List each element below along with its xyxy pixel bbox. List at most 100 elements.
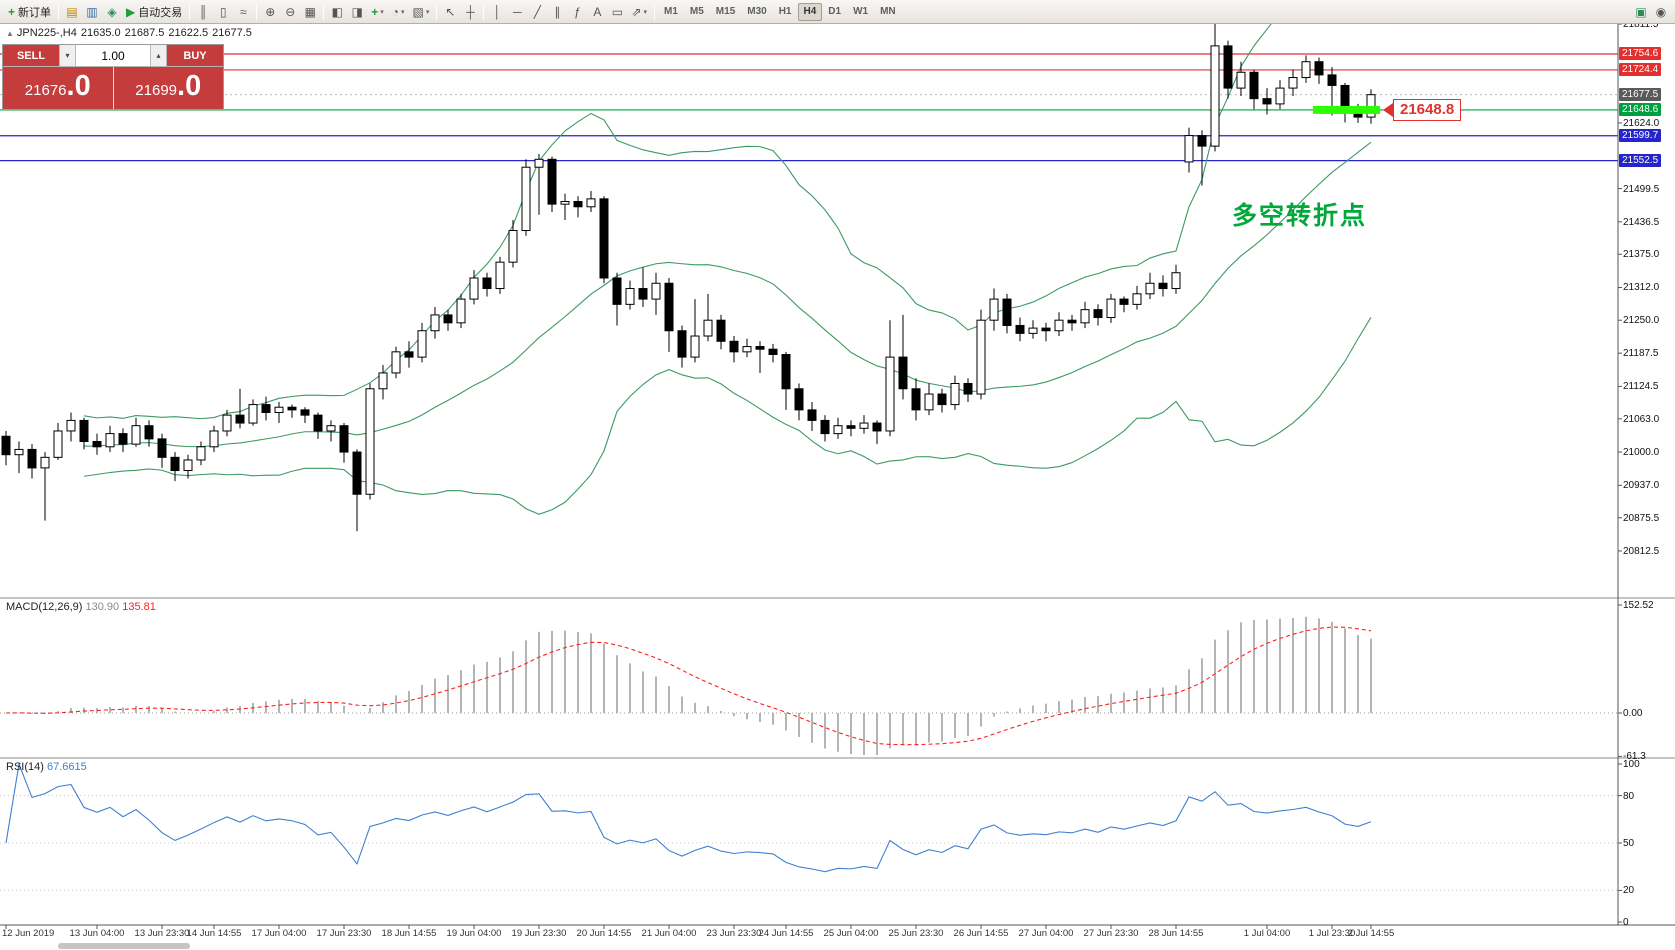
price-callout-annotation[interactable]: 21648.8 <box>1383 98 1462 121</box>
rsi-axis-label: 20 <box>1623 885 1635 897</box>
bar-high: 21687.5 <box>124 27 165 39</box>
indicators-menu-button[interactable]: + ▾ <box>371 4 384 19</box>
chart-expander-icon[interactable]: ▲ <box>6 29 14 38</box>
macd-signal-line <box>5 626 1372 746</box>
macd-histogram <box>18 616 1372 755</box>
macd-name: MACD(12,26,9) <box>6 601 83 613</box>
toolbar-separator <box>189 3 191 20</box>
timeframe-button-m5[interactable]: M5 <box>689 6 704 17</box>
timeframe-button-m30[interactable]: M30 <box>747 6 767 17</box>
macd-main-value: 130.90 <box>85 601 120 613</box>
time-axis-label: 27 Jun 04:00 <box>1018 928 1074 939</box>
price-axis-tick-label: 20937.0 <box>1623 480 1660 492</box>
time-axis-label: 23 Jun 23:30 <box>706 928 762 939</box>
zoom-out-icon[interactable]: ⊖ <box>285 4 296 19</box>
fibonacci-icon[interactable]: ƒ <box>574 4 581 19</box>
time-axis-label: 19 Jun 04:00 <box>446 928 502 939</box>
data-window-icon[interactable]: ▥ <box>86 4 98 19</box>
trendline-icon[interactable]: ╱ <box>533 4 542 19</box>
timeframe-button-d1[interactable]: D1 <box>828 6 842 17</box>
navigator-icon[interactable]: ◈ <box>107 4 117 19</box>
rsi-axis-label: 0 <box>1623 917 1629 928</box>
macd-axis-label: -61.3 <box>1623 751 1646 763</box>
market-watch-icon[interactable]: ▤ <box>66 4 78 19</box>
callout-arrow-icon <box>1383 102 1393 117</box>
buy-price: 21699 <box>135 82 178 99</box>
autotrading-button[interactable]: ▶ 自动交易 <box>126 4 183 19</box>
channel-icon[interactable]: ∥ <box>554 4 561 19</box>
horizontal-line-icon[interactable]: ─ <box>513 4 522 19</box>
one-click-trading-panel: SELL ▾ ▴ BUY 21676.0 21699.0 <box>2 44 224 110</box>
scrollbar-thumb[interactable] <box>58 943 190 949</box>
timeframe-button-h4[interactable]: H4 <box>797 2 823 21</box>
symbol-info-bar: ▲ JPN225-,H4 21635.0 21687.5 21622.5 21677.5 <box>6 27 256 39</box>
time-axis-label: 13 Jun 23:30 <box>134 928 190 939</box>
templates-menu-button[interactable]: ▧ ▾ <box>412 4 430 19</box>
price-axis-tick-label: 21187.5 <box>1623 348 1659 360</box>
timeframe-button-m15[interactable]: M15 <box>715 6 736 17</box>
bollinger-bands <box>83 0 1372 515</box>
time-axis-label: 2 Jul 14:55 <box>1347 928 1395 939</box>
vertical-line-icon[interactable]: │ <box>493 4 502 19</box>
sell-price: 21676 <box>24 82 67 99</box>
time-axis-label: 25 Jun 04:00 <box>823 928 879 939</box>
rsi-axis-label: 80 <box>1623 790 1635 802</box>
macd-signal-value: 135.81 <box>122 601 156 613</box>
turning-point-annotation[interactable]: 多空转折点 <box>1232 202 1368 230</box>
periods-menu-button[interactable]: ◔ ▾ <box>391 4 405 19</box>
label-icon[interactable]: ▭ <box>611 4 624 19</box>
sell-price-button[interactable]: 21676.0 <box>3 67 113 109</box>
volume-decrease-button[interactable]: ▾ <box>59 45 76 66</box>
toolbar-separator <box>323 3 325 20</box>
price-axis-tick-label: 21499.5 <box>1623 183 1660 195</box>
price-axis-tick-label: 21000.0 <box>1623 447 1660 459</box>
tile-windows-icon[interactable]: ◧ <box>331 4 343 19</box>
line-chart-icon[interactable]: ≈ <box>239 4 247 19</box>
crosshair-icon[interactable]: ┼ <box>466 4 475 19</box>
time-axis-label: 21 Jun 04:00 <box>641 928 697 939</box>
price-axis-tick-label: 21811.5 <box>1623 19 1659 30</box>
time-axis-label: 27 Jun 23:30 <box>1083 928 1139 939</box>
price-level-axis-label: 21724.4 <box>1619 62 1662 76</box>
chart-profile-icon[interactable]: ▣ <box>1635 4 1647 19</box>
toolbar-separator <box>483 3 485 20</box>
time-axis-label: 20 Jun 14:55 <box>576 928 632 939</box>
price-axis-tick-label: 21436.5 <box>1623 216 1660 228</box>
price-level-axis-label: 21648.6 <box>1619 102 1662 116</box>
time-axis-label: 24 Jun 14:55 <box>758 928 814 939</box>
toolbar-separator <box>436 3 438 20</box>
callout-price-label: 21648.8 <box>1393 98 1462 121</box>
timeframe-button-m1[interactable]: M1 <box>663 6 678 17</box>
sell-button[interactable]: SELL <box>3 45 59 66</box>
text-icon[interactable]: A <box>593 4 602 19</box>
buy-price-fraction: .0 <box>177 70 202 102</box>
zoom-in-icon[interactable]: ⊕ <box>265 4 276 19</box>
arrows-icon[interactable]: ⇗ ▾ <box>631 4 647 19</box>
time-axis-label: 12 Jun 2019 <box>2 928 55 939</box>
candlestick-chart-icon[interactable]: ▯ <box>219 4 227 19</box>
current-price-axis-label: 21677.5 <box>1619 87 1662 101</box>
cursor-icon[interactable]: ↖ <box>445 4 456 19</box>
buy-button[interactable]: BUY <box>167 45 223 66</box>
auto-arrange-icon[interactable]: ▦ <box>304 4 316 19</box>
macd-axis-label: 152.52 <box>1623 600 1654 612</box>
buy-price-button[interactable]: 21699.0 <box>113 67 223 109</box>
macd-indicator-label: MACD(12,26,9) 130.90 135.81 <box>6 601 156 613</box>
timeframe-button-h1[interactable]: H1 <box>778 6 792 17</box>
timeframe-button-mn[interactable]: MN <box>880 6 896 17</box>
rsi-name: RSI(14) <box>6 761 44 773</box>
new-chart-icon[interactable]: ◨ <box>351 4 363 19</box>
bar-low: 21622.5 <box>168 27 209 39</box>
timeframe-button-w1[interactable]: W1 <box>853 6 869 17</box>
volume-input[interactable] <box>76 45 150 66</box>
bar-chart-icon[interactable]: ║ <box>198 4 208 19</box>
help-icon[interactable]: ◉ <box>1655 4 1667 19</box>
bar-close: 21677.5 <box>212 27 252 39</box>
price-level-axis-label: 21552.5 <box>1619 153 1662 167</box>
new-order-button[interactable]: + 新订单 <box>8 4 52 19</box>
price-axis-tick-label: 21124.5 <box>1623 381 1659 393</box>
volume-increase-button[interactable]: ▴ <box>150 45 167 66</box>
chart-horizontal-scrollbar[interactable] <box>0 943 1675 950</box>
